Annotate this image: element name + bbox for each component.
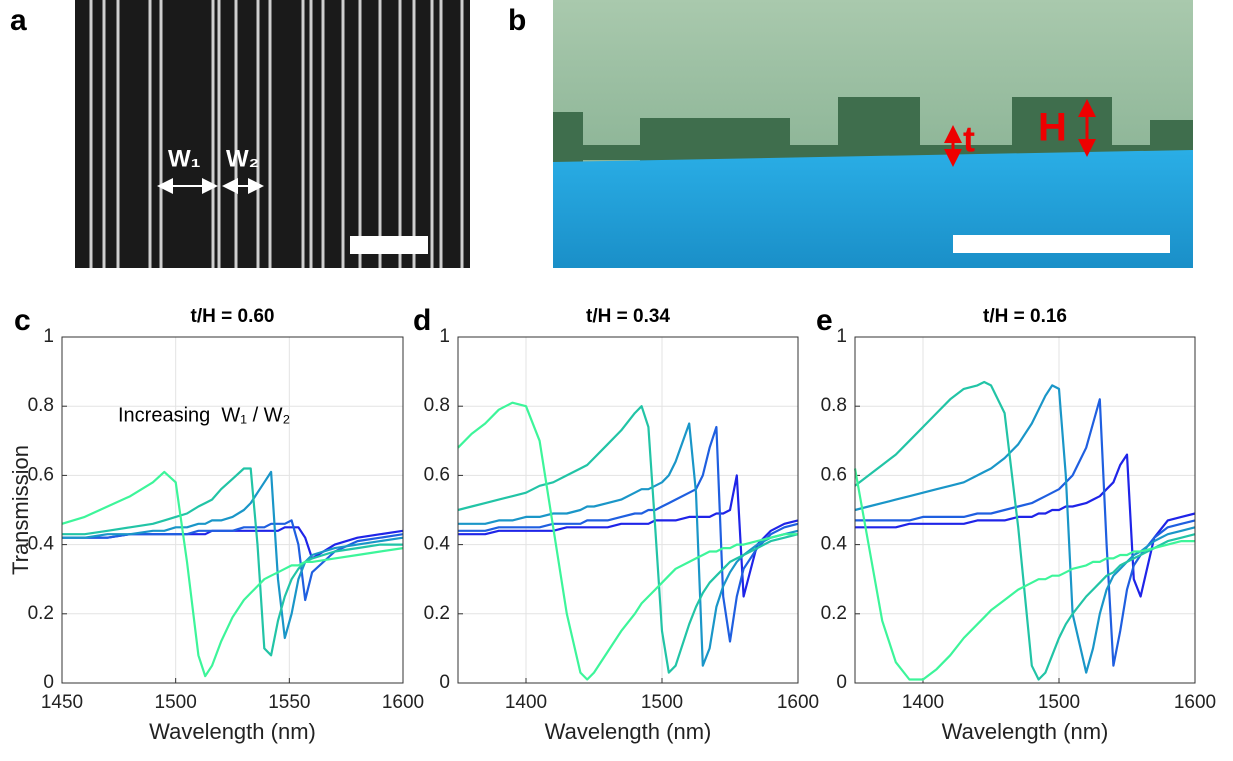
panel-letter: b — [508, 4, 526, 37]
y-tick-label: 0 — [836, 672, 847, 693]
x-tick-label: 1500 — [641, 692, 683, 713]
series-line — [854, 384, 1196, 674]
scale-bar — [350, 236, 428, 254]
y-tick-label: 0.6 — [821, 464, 847, 485]
y-tick-label: 1 — [439, 326, 450, 347]
series-line — [62, 467, 403, 657]
x-axis-label: Wavelength (nm) — [545, 719, 712, 744]
scale-bar — [953, 235, 1170, 253]
panel-letter: e — [816, 304, 833, 337]
x-axis-label: Wavelength (nm) — [149, 719, 316, 744]
sem-image — [75, 0, 470, 268]
y-tick-label: 0.4 — [424, 534, 451, 555]
chart-title: t/H = 0.60 — [191, 306, 275, 327]
stripes — [89, 0, 464, 268]
series-line — [61, 470, 404, 678]
y-axis-label: Transmission — [8, 445, 33, 575]
image-label: H — [1038, 106, 1067, 150]
y-tick-label: 0.8 — [28, 395, 54, 416]
axes-box — [457, 336, 799, 684]
series-line — [855, 398, 1196, 667]
image-label: W₁ — [168, 145, 201, 172]
y-tick-label: 0.2 — [28, 603, 54, 624]
chart-title: t/H = 0.16 — [983, 306, 1067, 327]
y-tick-label: 0.6 — [424, 464, 450, 485]
panel-letter: c — [14, 304, 31, 337]
y-tick-label: 0.2 — [821, 603, 847, 624]
plot-area — [458, 337, 798, 683]
y-tick-label: 0.4 — [28, 534, 55, 555]
axes-box — [854, 336, 1196, 684]
axes-box — [61, 336, 404, 684]
y-tick-label: 0.4 — [821, 534, 848, 555]
y-tick-label: 0.8 — [821, 395, 847, 416]
y-tick-label: 0 — [439, 672, 450, 693]
y-tick-label: 1 — [836, 326, 847, 347]
x-axis-label: Wavelength (nm) — [942, 719, 1109, 744]
x-tick-label: 1500 — [155, 692, 197, 713]
image-label: t — [963, 119, 975, 160]
y-tick-label: 0.8 — [424, 395, 450, 416]
x-tick-label: 1450 — [41, 692, 83, 713]
y-tick-label: 1 — [43, 326, 54, 347]
series-line — [855, 453, 1196, 598]
panel-letter: d — [413, 304, 431, 337]
x-tick-label: 1600 — [382, 692, 424, 713]
plot-area — [855, 337, 1195, 683]
series-line — [457, 401, 798, 681]
y-tick-label: 0.6 — [28, 464, 54, 485]
annotation: Increasing W₁ / W₂ — [118, 404, 290, 426]
x-tick-label: 1600 — [777, 692, 819, 713]
image-label: W₂ — [226, 145, 259, 172]
y-tick-label: 0.2 — [424, 603, 450, 624]
series-line — [854, 380, 1196, 681]
x-tick-label: 1550 — [268, 692, 310, 713]
x-tick-label: 1400 — [505, 692, 547, 713]
series-line — [62, 519, 404, 602]
series-line — [853, 468, 1195, 681]
series-line — [458, 425, 799, 643]
series-line — [458, 474, 799, 598]
y-tick-label: 0 — [43, 672, 54, 693]
panel-letter: a — [10, 4, 27, 37]
x-tick-label: 1600 — [1174, 692, 1216, 713]
plot-area — [62, 337, 403, 683]
x-tick-label: 1500 — [1038, 692, 1080, 713]
series-line — [62, 470, 404, 640]
x-tick-label: 1400 — [902, 692, 944, 713]
chart-title: t/H = 0.34 — [586, 306, 670, 327]
series-line — [457, 405, 799, 674]
